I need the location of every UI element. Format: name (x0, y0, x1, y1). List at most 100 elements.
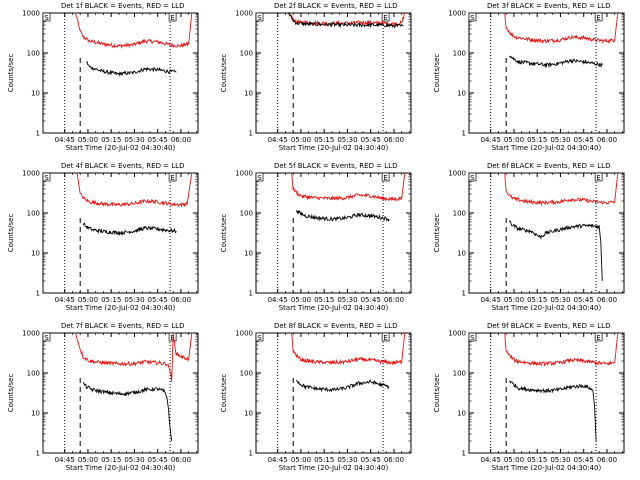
x-tick-label: 06:00 (597, 136, 617, 144)
x-tick-label: 06:00 (171, 296, 191, 304)
y-tick-label: 1000 (448, 330, 466, 338)
x-tick-label: 05:45 (574, 296, 594, 304)
x-axis-label: Start Time (20-Jul-02 04:30:40) (492, 144, 602, 152)
y-tick-label: 1 (36, 450, 40, 458)
panel-1: Det 1f BLACK = Events, RED = LLD 1 10 100 10… (7, 2, 199, 152)
panel-6: Det 6f BLACK = Events, RED = LLD 1 10 100 10… (433, 162, 625, 312)
y-tick-label: 1000 (235, 330, 253, 338)
end-marker-label: E (170, 14, 174, 22)
x-axis-label: Start Time (20-Jul-02 04:30:40) (66, 304, 176, 312)
events-series-line (508, 55, 603, 69)
x-axis-label: Start Time (20-Jul-02 04:30:40) (279, 304, 389, 312)
y-tick-label: 1000 (22, 170, 40, 178)
x-tick-label: 06:00 (384, 296, 404, 304)
panel-9: Det 9f BLACK = Events, RED = LLD 1 10 100 10… (433, 322, 625, 472)
x-tick-label: 05:15 (101, 296, 121, 304)
end-marker-box (168, 12, 177, 22)
lld-series-line (504, 173, 619, 207)
panel-title: Det 6f BLACK = Events, RED = LLD (487, 162, 610, 170)
y-tick-label: 100 (453, 370, 466, 378)
lld-series-line (291, 173, 406, 202)
y-tick-label: 1000 (448, 170, 466, 178)
start-marker-box (42, 12, 51, 22)
y-tick-label: 1000 (235, 10, 253, 18)
events-series-line (509, 380, 597, 441)
end-marker-box (594, 172, 603, 182)
x-tick-label: 05:00 (78, 296, 98, 304)
start-marker-box (468, 332, 477, 342)
panel-title: Det 3f BLACK = Events, RED = LLD (487, 2, 610, 10)
y-tick-label: 10 (31, 250, 40, 258)
plot-frame (255, 172, 412, 294)
x-tick-label: 05:30 (337, 456, 357, 464)
x-tick-label: 04:45 (268, 136, 288, 144)
x-axis-label: Start Time (20-Jul-02 04:30:40) (66, 144, 176, 152)
x-tick-label: 05:00 (291, 136, 311, 144)
x-tick-label: 05:00 (504, 136, 524, 144)
x-axis-label: Start Time (20-Jul-02 04:30:40) (279, 464, 389, 472)
panel-3: Det 3f BLACK = Events, RED = LLD 1 10 100 10… (433, 2, 625, 152)
y-tick-label: 1 (249, 130, 253, 138)
x-tick-label: 05:30 (550, 136, 570, 144)
y-tick-label: 1000 (22, 10, 40, 18)
x-tick-label: 05:45 (361, 136, 381, 144)
x-tick-label: 05:00 (78, 136, 98, 144)
x-tick-label: 06:00 (597, 456, 617, 464)
y-tick-label: 10 (457, 410, 466, 418)
start-marker-box (255, 12, 264, 22)
x-axis-label: Start Time (20-Jul-02 04:30:40) (279, 144, 389, 152)
x-tick-label: 04:45 (55, 456, 75, 464)
end-marker-box (381, 172, 390, 182)
x-tick-label: 04:45 (55, 136, 75, 144)
x-tick-label: 05:45 (148, 456, 168, 464)
lld-series-line (75, 333, 193, 382)
x-tick-label: 05:30 (124, 296, 144, 304)
x-tick-label: 05:15 (527, 456, 547, 464)
plot-frame (255, 12, 412, 134)
x-tick-label: 04:45 (268, 456, 288, 464)
y-axis-label: Counts/sec (220, 214, 228, 253)
x-axis-label: Start Time (20-Jul-02 04:30:40) (492, 304, 602, 312)
end-marker-label: E (383, 334, 387, 342)
x-tick-label: 05:45 (148, 296, 168, 304)
x-tick-label: 05:15 (101, 456, 121, 464)
end-marker-box (594, 12, 603, 22)
x-tick-label: 05:00 (291, 296, 311, 304)
x-tick-label: 05:15 (527, 296, 547, 304)
y-axis-label: Counts/sec (7, 54, 15, 93)
y-axis-label: Counts/sec (433, 214, 441, 253)
x-tick-label: 05:00 (78, 456, 98, 464)
y-tick-label: 1 (462, 450, 466, 458)
start-marker-box (42, 332, 51, 342)
x-tick-label: 05:30 (550, 456, 570, 464)
start-marker-label: S (470, 334, 475, 342)
x-tick-label: 06:00 (171, 456, 191, 464)
events-series-line (295, 379, 390, 393)
start-marker-label: S (470, 174, 475, 182)
start-marker-label: S (470, 14, 475, 22)
panel-8: Det 8f BLACK = Events, RED = LLD 1 10 100 10… (220, 322, 412, 472)
lld-series-line (504, 13, 619, 45)
start-marker-box (468, 172, 477, 182)
y-tick-label: 100 (27, 210, 40, 218)
y-axis-label: Counts/sec (220, 54, 228, 93)
panel-title: Det 1f BLACK = Events, RED = LLD (61, 2, 184, 10)
y-tick-label: 10 (244, 90, 253, 98)
y-tick-label: 100 (453, 210, 466, 218)
y-axis-label: Counts/sec (220, 374, 228, 413)
x-tick-label: 06:00 (384, 136, 404, 144)
lld-series-line (504, 333, 619, 367)
y-tick-label: 10 (244, 410, 253, 418)
end-marker-label: E (383, 174, 387, 182)
x-tick-label: 05:00 (291, 456, 311, 464)
plot-frame (42, 332, 199, 454)
y-tick-label: 10 (457, 250, 466, 258)
start-marker-label: S (44, 14, 49, 22)
x-axis-label: Start Time (20-Jul-02 04:30:40) (66, 464, 176, 472)
plot-frame (42, 172, 199, 294)
y-tick-label: 10 (31, 90, 40, 98)
y-tick-label: 1000 (235, 170, 253, 178)
end-marker-label: E (596, 174, 600, 182)
x-tick-label: 05:45 (574, 136, 594, 144)
